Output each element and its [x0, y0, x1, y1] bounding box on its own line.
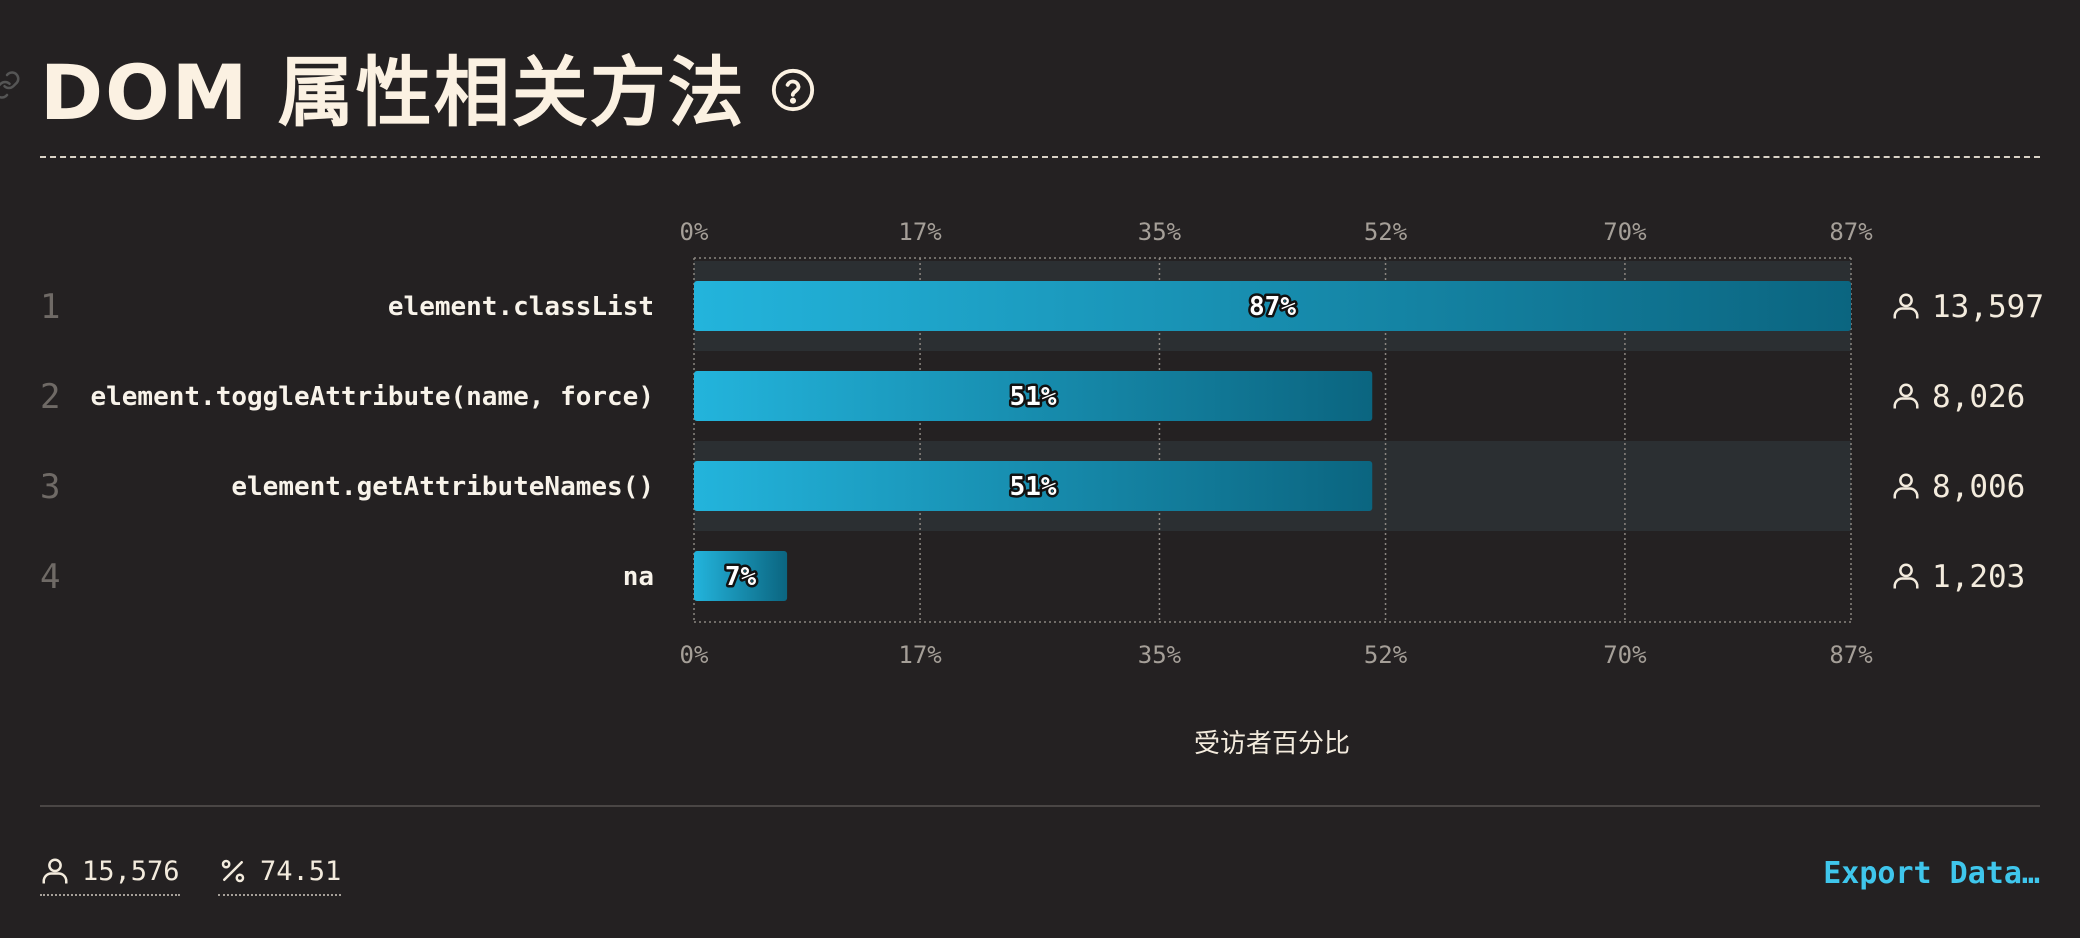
- row-rank: 4: [40, 557, 60, 597]
- link-icon[interactable]: [0, 70, 22, 100]
- x-tick-label: 0%: [680, 218, 709, 246]
- percentage-stat[interactable]: 74.51: [218, 852, 342, 896]
- x-tick-label: 70%: [1603, 641, 1647, 669]
- user-icon: [1893, 563, 1919, 590]
- bar-row: 2 element.toggleAttribute(name, force) 51%…: [40, 371, 2025, 421]
- bar: [694, 461, 1373, 511]
- x-tick-label: 17%: [898, 641, 942, 669]
- bar-chart: 0% 17% 35% 52% 70% 87% 0% 17% 35% 52% 70% 87% 1 ele…: [40, 218, 2044, 759]
- help-circle-icon[interactable]: [770, 67, 816, 113]
- bar: [694, 551, 788, 601]
- bar-rows: 1 element.classList 87% 13,597 2 element.togg…: [40, 281, 2044, 601]
- percent-icon: [221, 859, 245, 883]
- bar: [694, 281, 1851, 331]
- user-icon: [42, 858, 68, 884]
- bar-value-label: 87%: [1249, 292, 1296, 322]
- x-tick-label: 0%: [680, 641, 709, 669]
- bar-row: 3 element.getAttributeNames() 51% 8,006: [40, 461, 2025, 511]
- x-tick-label: 35%: [1138, 641, 1182, 669]
- row-rank: 1: [40, 287, 60, 327]
- x-tick-label: 52%: [1364, 641, 1408, 669]
- x-tick-label: 35%: [1138, 218, 1182, 246]
- total-respondents[interactable]: 15,576: [40, 852, 180, 896]
- category-label: element.getAttributeNames(): [231, 472, 654, 502]
- x-axis-bottom: 0% 17% 35% 52% 70% 87%: [680, 641, 1874, 669]
- x-tick-label: 52%: [1364, 218, 1408, 246]
- respondent-count: 8,006: [1932, 469, 2025, 505]
- x-tick-label: 70%: [1603, 218, 1647, 246]
- user-icon: [1893, 383, 1919, 410]
- bar-row: 4 na 7% 1,203: [40, 551, 2025, 601]
- x-tick-label: 87%: [1829, 641, 1873, 669]
- export-data-button[interactable]: Export Data…: [1823, 856, 2040, 891]
- bar: [694, 371, 1373, 421]
- x-axis-top: 0% 17% 35% 52% 70% 87%: [680, 218, 1874, 246]
- bar-value-label: 51%: [1010, 472, 1057, 502]
- category-label: na: [623, 562, 654, 592]
- category-label: element.classList: [388, 292, 654, 322]
- row-rank: 2: [40, 377, 60, 417]
- title-divider: [40, 156, 2040, 158]
- x-tick-label: 17%: [898, 218, 942, 246]
- respondent-count: 8,026: [1932, 379, 2025, 415]
- bar-value-label: 7%: [725, 562, 757, 592]
- footer-divider: [40, 805, 2040, 807]
- user-icon: [1893, 293, 1919, 320]
- bar-value-label: 51%: [1010, 382, 1057, 412]
- row-rank: 3: [40, 467, 60, 507]
- page-title: DOM 属性相关方法: [40, 48, 746, 137]
- x-axis-title: 受访者百分比: [1194, 729, 1350, 759]
- title-row: DOM 属性相关方法: [40, 36, 816, 137]
- category-label: element.toggleAttribute(name, force): [90, 382, 654, 412]
- percentage-value: 74.51: [260, 855, 342, 887]
- x-tick-label: 87%: [1829, 218, 1873, 246]
- respondent-count: 13,597: [1932, 289, 2044, 325]
- bar-row: 1 element.classList 87% 13,597: [40, 281, 2044, 331]
- total-respondents-value: 15,576: [82, 855, 180, 887]
- user-icon: [1893, 473, 1919, 500]
- respondent-count: 1,203: [1932, 559, 2025, 595]
